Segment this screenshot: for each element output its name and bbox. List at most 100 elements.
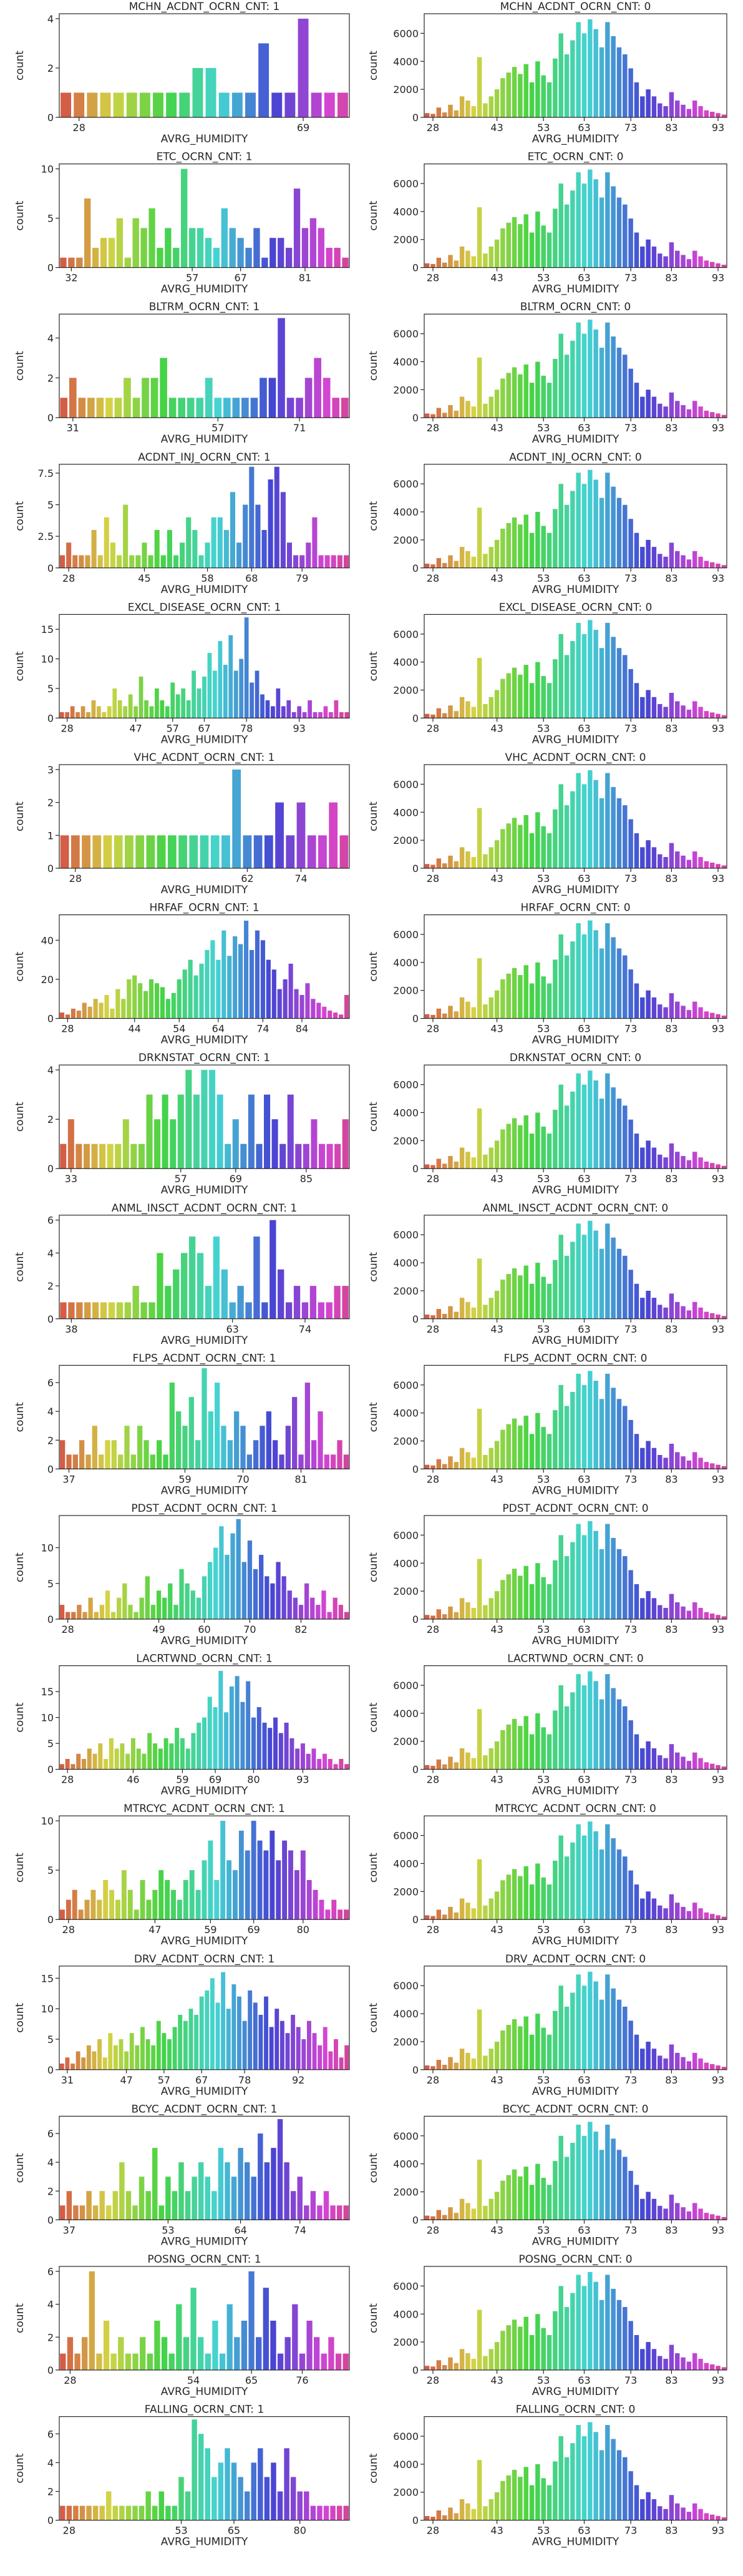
x-tick-label: 73: [624, 122, 637, 134]
bar: [658, 2356, 663, 2370]
x-tick-label: 67: [195, 2074, 208, 2086]
bar: [192, 670, 196, 718]
bar: [216, 959, 221, 1019]
bar: [512, 2319, 517, 2370]
bar: [721, 1466, 727, 1469]
bar: [237, 238, 244, 268]
bar: [628, 2020, 633, 2070]
bar: [651, 2198, 657, 2220]
bar: [116, 1302, 124, 1319]
bar: [512, 1118, 517, 1169]
y-axis-label: count: [14, 1552, 26, 1582]
bar: [518, 224, 523, 268]
bar: [698, 1307, 703, 1319]
bar: [223, 398, 231, 418]
x-tick-label: 53: [537, 1473, 550, 1485]
bar: [518, 1125, 523, 1169]
x-tick-label: 78: [238, 2074, 251, 2086]
bar: [471, 857, 477, 868]
bar: [570, 190, 575, 268]
x-tick-label: 83: [665, 1323, 677, 1335]
y-tick-label: 0: [412, 1914, 419, 1926]
bar: [317, 2505, 323, 2520]
y-tick-label: 2: [47, 62, 54, 74]
bar: [241, 1562, 246, 1619]
bar: [279, 1144, 286, 1169]
bar: [333, 1012, 338, 1019]
bar: [161, 2337, 168, 2370]
bar: [125, 2505, 132, 2520]
bar: [698, 1758, 703, 1770]
bar: [110, 1008, 115, 1019]
bar: [287, 1094, 294, 1169]
bar: [318, 712, 323, 718]
bar: [436, 1158, 442, 1169]
bar: [459, 2049, 465, 2070]
bar: [483, 2205, 488, 2220]
bar: [218, 641, 223, 718]
y-tick-label: 4000: [393, 2459, 419, 2471]
bar: [616, 47, 622, 117]
x-tick-label: 93: [712, 422, 724, 434]
bar: [518, 1575, 523, 1619]
bar: [454, 1011, 459, 1019]
bar: [142, 378, 149, 418]
bar: [442, 262, 447, 268]
x-tick-label: 53: [537, 1774, 550, 1786]
bar: [250, 398, 258, 418]
bar: [518, 524, 523, 568]
bar: [634, 1434, 639, 1469]
bar: [87, 1748, 92, 1770]
y-tick-label: 0: [47, 1013, 54, 1025]
x-tick-label: 43: [490, 1623, 503, 1635]
bar: [107, 1144, 114, 1169]
bar: [593, 2432, 598, 2520]
bar: [66, 542, 72, 568]
bar: [553, 1410, 558, 1469]
bar: [663, 857, 668, 868]
bar: [628, 1720, 633, 1770]
bar: [448, 1456, 453, 1469]
y-tick-label: 6000: [393, 1379, 419, 1391]
bar: [623, 54, 628, 117]
plot-frame: [59, 313, 350, 418]
bar: [541, 1427, 546, 1469]
bar: [605, 1674, 610, 1770]
bar: [232, 398, 240, 418]
y-tick-label: 7.5: [38, 468, 54, 479]
bar: [448, 1006, 453, 1019]
bar: [681, 255, 686, 268]
bar: [87, 398, 95, 418]
bar: [570, 1692, 575, 1770]
bar: [465, 851, 470, 868]
bar: [494, 1891, 500, 1920]
bar: [640, 1748, 645, 1770]
bar: [78, 1909, 84, 1920]
bar: [681, 405, 686, 418]
bar: [581, 1685, 587, 1770]
bar: [512, 1268, 517, 1319]
bar: [716, 1464, 721, 1469]
y-tick-label: 0: [412, 2364, 419, 2376]
bar: [465, 100, 470, 117]
x-tick-label: 43: [490, 1473, 503, 1485]
y-tick-label: 2000: [393, 1436, 419, 1447]
bar: [233, 1870, 238, 1920]
bar: [623, 655, 628, 718]
bar: [558, 1535, 563, 1619]
bar: [258, 2014, 263, 2070]
bar: [681, 555, 686, 568]
bar: [281, 706, 286, 718]
bar: [651, 2049, 657, 2070]
bar: [201, 1070, 208, 1169]
bar: [546, 1434, 552, 1469]
chart-title: DRV_ACDNT_OCRN_CNT: 0: [505, 1953, 646, 1966]
bar: [477, 2460, 482, 2520]
bar: [553, 1860, 558, 1920]
bar: [218, 92, 230, 117]
chart-title: MCHN_ACDNT_OCRN_CNT: 1: [129, 1, 280, 13]
bar: [623, 1105, 628, 1169]
bar: [205, 2448, 211, 2520]
bar: [459, 1147, 465, 1169]
bar: [494, 1741, 500, 1770]
